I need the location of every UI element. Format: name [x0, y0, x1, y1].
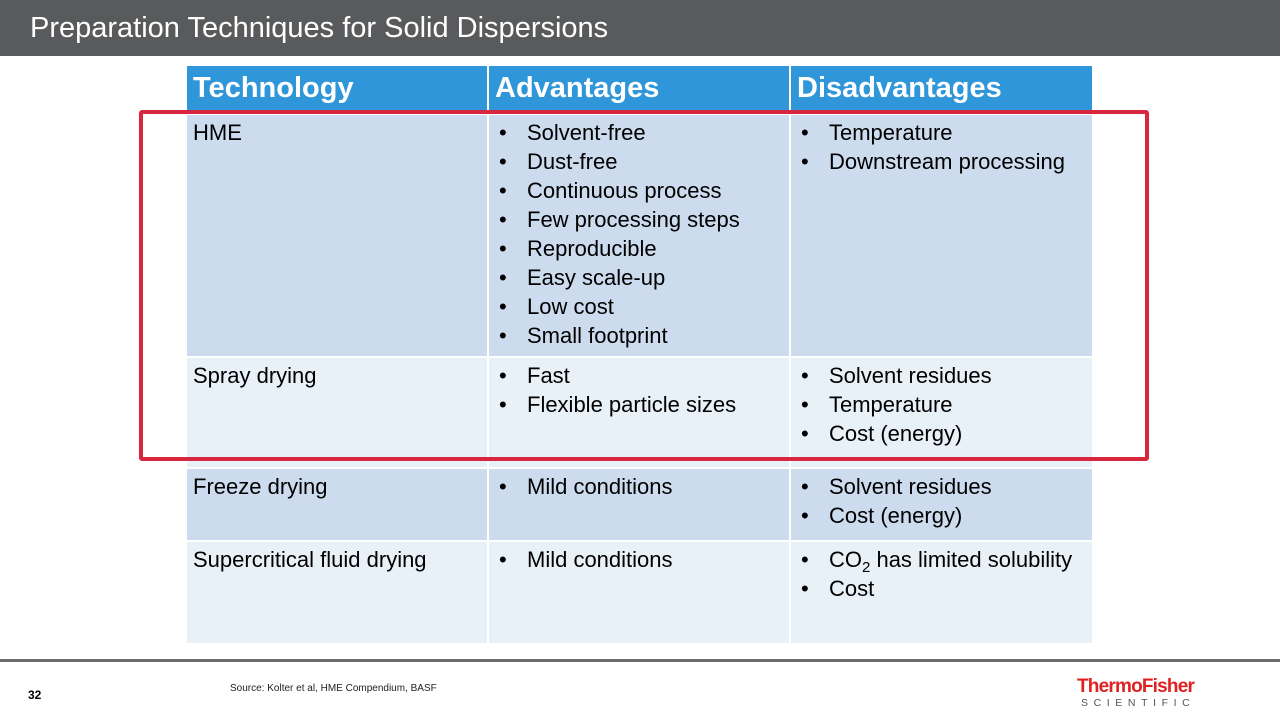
- list-item: Mild conditions: [495, 472, 783, 501]
- technology-cell: Freeze drying: [187, 469, 489, 542]
- list-item: Temperature: [797, 390, 1086, 419]
- list-item: Flexible particle sizes: [495, 390, 783, 419]
- list-item: Cost (energy): [797, 501, 1086, 530]
- table-row: HME Solvent-free Dust-free Continuous pr…: [187, 115, 1092, 358]
- disadvantages-list: CO2 has limited solubility Cost: [797, 545, 1086, 603]
- advantages-cell: Fast Flexible particle sizes: [489, 358, 791, 469]
- header-technology: Technology: [187, 66, 489, 115]
- list-item: Solvent-free: [495, 118, 783, 147]
- list-item: Easy scale-up: [495, 263, 783, 292]
- header-row: Technology Advantages Disadvantages: [187, 66, 1092, 115]
- advantages-cell: Solvent-free Dust-free Continuous proces…: [489, 115, 791, 358]
- header-disadvantages: Disadvantages: [791, 66, 1092, 115]
- table-row: Freeze drying Mild conditions Solvent re…: [187, 469, 1092, 542]
- disadvantages-list: Solvent residues Cost (energy): [797, 472, 1086, 530]
- list-item: Cost: [797, 574, 1086, 603]
- list-item: Cost (energy): [797, 419, 1086, 448]
- list-item: Downstream processing: [797, 147, 1086, 176]
- co2-subscript: 2: [862, 559, 871, 576]
- advantages-cell: Mild conditions: [489, 542, 791, 645]
- advantages-list: Mild conditions: [495, 545, 783, 574]
- disadvantages-list: Solvent residues Temperature Cost (energ…: [797, 361, 1086, 448]
- disadvantages-cell: Solvent residues Temperature Cost (energ…: [791, 358, 1092, 469]
- source-citation: Source: Kolter et al, HME Compendium, BA…: [230, 683, 437, 694]
- disadvantages-cell: Solvent residues Cost (energy): [791, 469, 1092, 542]
- co2-rest-text: has limited solubility: [870, 547, 1073, 572]
- list-item: Solvent residues: [797, 472, 1086, 501]
- technology-cell: Spray drying: [187, 358, 489, 469]
- list-item: Temperature: [797, 118, 1086, 147]
- comparison-table: Technology Advantages Disadvantages HME …: [187, 66, 1092, 645]
- list-item: CO2 has limited solubility: [797, 545, 1086, 576]
- technology-cell: HME: [187, 115, 489, 358]
- list-item: Low cost: [495, 292, 783, 321]
- co2-text: CO: [829, 547, 862, 572]
- advantages-cell: Mild conditions: [489, 469, 791, 542]
- list-item: Mild conditions: [495, 545, 783, 574]
- logo-wordmark: ThermoFisher: [1077, 676, 1195, 697]
- header-advantages: Advantages: [489, 66, 791, 115]
- list-item: Reproducible: [495, 234, 783, 263]
- disadvantages-cell: Temperature Downstream processing: [791, 115, 1092, 358]
- technology-cell: Supercritical fluid drying: [187, 542, 489, 645]
- list-item: Continuous process: [495, 176, 783, 205]
- list-item: Solvent residues: [797, 361, 1086, 390]
- list-item: Few processing steps: [495, 205, 783, 234]
- list-item: Small footprint: [495, 321, 783, 350]
- disadvantages-list: Temperature Downstream processing: [797, 118, 1086, 176]
- thermo-fisher-logo: ThermoFisher SCIENTIFIC: [1077, 676, 1212, 710]
- page-number: 32: [28, 688, 42, 702]
- slide-title: Preparation Techniques for Solid Dispers…: [30, 12, 609, 44]
- disadvantages-cell: CO2 has limited solubility Cost: [791, 542, 1092, 645]
- list-item: Dust-free: [495, 147, 783, 176]
- table-row: Supercritical fluid drying Mild conditio…: [187, 542, 1092, 645]
- table-row: Spray drying Fast Flexible particle size…: [187, 358, 1092, 469]
- advantages-list: Mild conditions: [495, 472, 783, 501]
- title-bar: Preparation Techniques for Solid Dispers…: [0, 0, 1280, 56]
- list-item: Fast: [495, 361, 783, 390]
- advantages-list: Solvent-free Dust-free Continuous proces…: [495, 118, 783, 350]
- footer-divider: [0, 659, 1280, 662]
- advantages-list: Fast Flexible particle sizes: [495, 361, 783, 419]
- logo-subtitle: SCIENTIFIC: [1081, 697, 1196, 709]
